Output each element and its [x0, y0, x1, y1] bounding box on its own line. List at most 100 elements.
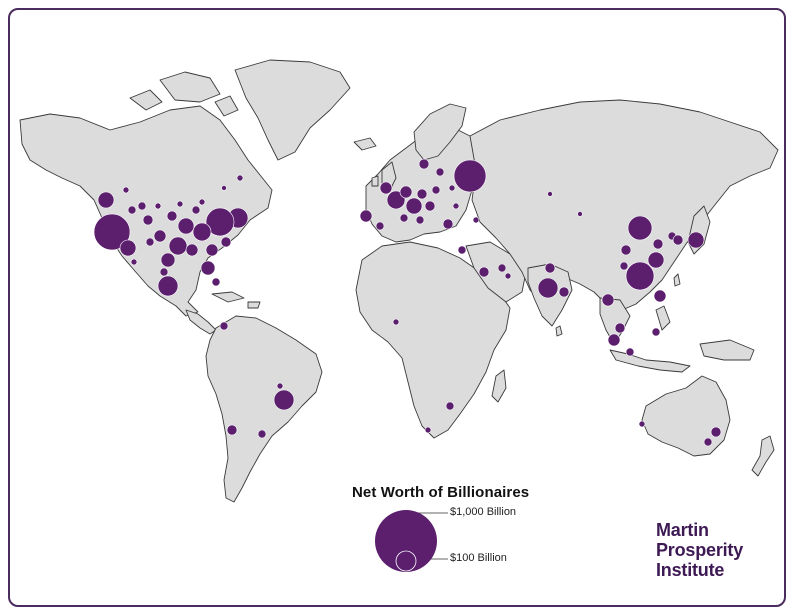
- bubble: [168, 236, 188, 256]
- bubble: [416, 188, 428, 200]
- arctic-islands: [129, 71, 239, 117]
- logo-line-3: Institute: [656, 560, 725, 580]
- bubble: [627, 215, 653, 241]
- bubble: [415, 215, 425, 225]
- bubble: [710, 426, 722, 438]
- iceland: [353, 137, 377, 151]
- bubble: [445, 401, 455, 411]
- bubble: [198, 198, 206, 206]
- greenland: [234, 59, 351, 161]
- bubble: [452, 202, 460, 210]
- indonesia: [609, 305, 755, 373]
- legend-large-label: $1,000 Billion: [450, 506, 517, 518]
- bubble: [442, 218, 454, 230]
- bubble: [672, 234, 684, 246]
- bubble: [153, 229, 167, 243]
- bubble: [145, 237, 155, 247]
- bubble: [558, 286, 570, 298]
- bubble: [159, 267, 169, 277]
- bubble: [547, 191, 553, 197]
- bubble: [601, 293, 615, 307]
- bubble: [651, 327, 661, 337]
- bubble: [472, 216, 480, 224]
- australia: [641, 375, 731, 457]
- asia: [469, 99, 779, 311]
- bubble: [614, 322, 626, 334]
- bubble: [191, 205, 201, 215]
- bubble: [185, 243, 199, 257]
- bubble: [653, 289, 667, 303]
- bubble: [276, 382, 284, 390]
- bubble: [142, 214, 154, 226]
- south-america: [205, 315, 323, 503]
- bubble: [205, 207, 235, 237]
- bubble: [448, 184, 456, 192]
- new-zealand: [751, 435, 775, 477]
- map-frame: [8, 8, 786, 607]
- bubble: [137, 201, 147, 211]
- bubble: [457, 245, 467, 255]
- bubble: [392, 318, 400, 326]
- north-america: [19, 105, 273, 317]
- bubble: [619, 261, 629, 271]
- bubble: [497, 263, 507, 273]
- bubble: [273, 389, 295, 411]
- bubble: [620, 244, 632, 256]
- world-map: [19, 59, 779, 503]
- bubble: [703, 437, 713, 447]
- bubble: [205, 243, 219, 257]
- bubble: [93, 213, 131, 251]
- bubble: [211, 277, 221, 287]
- bubble: [192, 222, 212, 242]
- legend-small-label: $100 Billion: [450, 552, 507, 564]
- bubble: [399, 213, 409, 223]
- bubble: [577, 211, 583, 217]
- bubble: [504, 272, 512, 280]
- bubble: [405, 197, 423, 215]
- legend-small-bubble: [395, 550, 417, 572]
- bubble: [97, 191, 115, 209]
- bubble: [154, 202, 162, 210]
- arabia: [465, 241, 527, 303]
- central-america: [185, 309, 217, 335]
- bubble: [537, 277, 559, 299]
- billionaire-bubbles: [93, 158, 722, 447]
- logo-line-2: Prosperity: [656, 540, 744, 560]
- bubble: [127, 205, 137, 215]
- bubble: [200, 260, 216, 276]
- legend-large-bubble: [375, 510, 437, 572]
- bubble: [652, 238, 664, 250]
- bubble: [220, 236, 232, 248]
- bubble: [157, 275, 179, 297]
- bubble: [122, 186, 130, 194]
- africa: [355, 241, 511, 439]
- bubble: [375, 221, 385, 231]
- bubble: [687, 231, 705, 249]
- bubble: [359, 209, 373, 223]
- scandinavia: [413, 103, 467, 161]
- bubble: [379, 181, 393, 195]
- bubble: [130, 258, 138, 266]
- legend-bubbles: [375, 510, 448, 572]
- bubble: [226, 424, 238, 436]
- bubble: [544, 262, 556, 274]
- small-islands: [555, 273, 681, 337]
- bubble: [386, 190, 406, 210]
- bubble: [607, 333, 621, 347]
- madagascar: [491, 369, 507, 403]
- bubble: [221, 185, 227, 191]
- bubble: [424, 200, 436, 212]
- bubble: [160, 252, 176, 268]
- bubble: [399, 185, 413, 199]
- bubble: [177, 217, 195, 235]
- bubble: [431, 185, 441, 195]
- bubble: [638, 420, 646, 428]
- bubble: [478, 266, 490, 278]
- bubble: [424, 426, 432, 434]
- bubble: [257, 429, 267, 439]
- bubble: [166, 210, 178, 222]
- logo-line-1: Martin: [656, 520, 709, 540]
- bubble: [119, 239, 137, 257]
- bubble: [418, 158, 430, 170]
- bubble: [219, 321, 229, 331]
